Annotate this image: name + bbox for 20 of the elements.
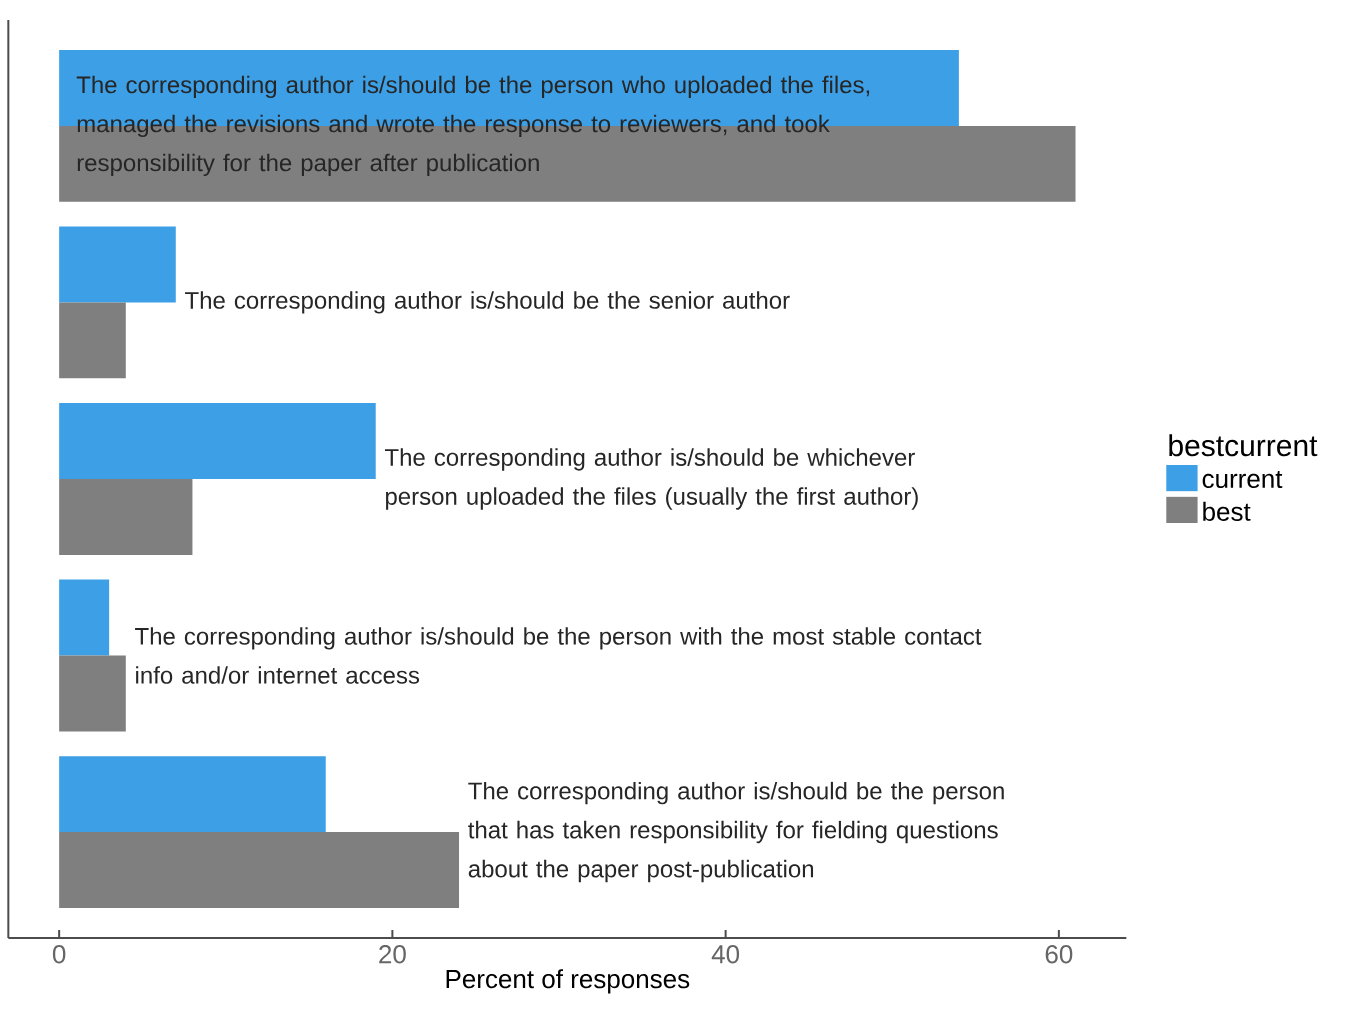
x-tick-label: 60: [1045, 945, 1073, 964]
bar: [59, 579, 110, 656]
y-tick-label: The corresponding author is/should be the person that has taken responsibility for fielding questions about the paper post-publication: [468, 781, 1004, 883]
bar: [59, 302, 126, 379]
bar: [59, 226, 176, 303]
x-axis-title: Percent of responses: [446, 969, 690, 994]
bar: [59, 832, 460, 908]
y-tick-label: The corresponding author is/should be the senior author: [185, 291, 790, 314]
x-tick-label: 0: [52, 945, 66, 964]
bar: [59, 403, 376, 479]
legend-title: bestcurrent: [1169, 434, 1318, 457]
y-tick-label: The corresponding author is/should be whichever person uploaded the files (usually the first author): [384, 448, 918, 510]
x-tick-label: 20: [379, 945, 406, 964]
y-tick-label: The corresponding author is/should be the person with the most stable contact info and/or internet access: [135, 627, 982, 684]
x-tick-label: 40: [711, 945, 740, 964]
bar: [59, 655, 126, 732]
bar: [59, 478, 193, 555]
legend-label: best: [1203, 501, 1251, 521]
legend-label: current: [1202, 471, 1283, 489]
bar: [59, 756, 326, 833]
